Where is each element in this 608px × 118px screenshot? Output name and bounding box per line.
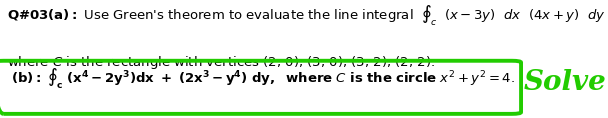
Text: $\mathbf{(b):\ \oint_c\ (x^4 - 2y^3)dx\ +\ (2x^3 - y^4)\ dy,\ \ where\ }C\mathbf: $\mathbf{(b):\ \oint_c\ (x^4 - 2y^3)dx\ … — [11, 66, 515, 91]
Text: Solve: Solve — [524, 69, 607, 96]
Text: where $C$ is the rectangle with vertices (2, 0), (3, 0), (3, 2), (2, 2).: where $C$ is the rectangle with vertices… — [7, 54, 435, 71]
Text: $\mathbf{Q\#03(a):}$ Use Green's theorem to evaluate the line integral  $\oint_c: $\mathbf{Q\#03(a):}$ Use Green's theorem… — [7, 4, 608, 28]
